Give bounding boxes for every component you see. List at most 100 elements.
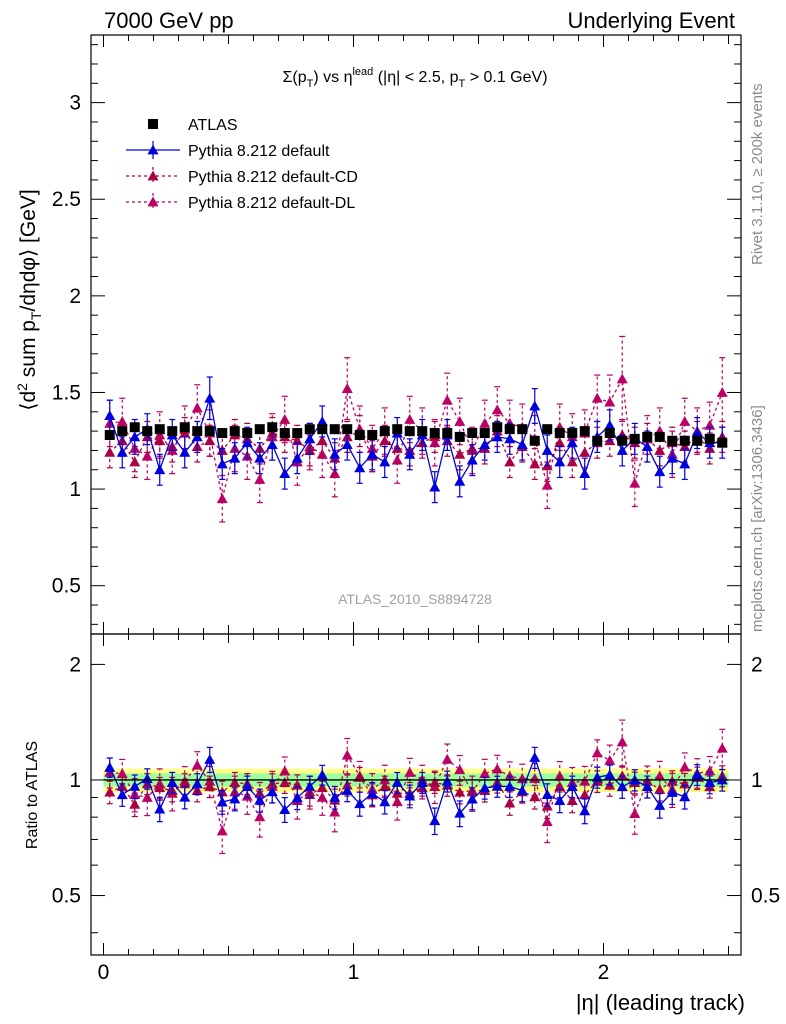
cd-point [454, 448, 466, 459]
default-ratio-point [291, 792, 303, 803]
cd-ratio-point [316, 782, 328, 793]
default-point [466, 454, 478, 465]
atlas-point [292, 428, 303, 439]
dl-ratio-point [679, 761, 691, 772]
dl-ratio-point [216, 825, 228, 836]
atlas-point [579, 426, 590, 437]
default-point [691, 427, 703, 438]
x-tick-label: 2 [598, 961, 610, 984]
cd-point [316, 435, 328, 446]
legend-atlas-marker [148, 119, 158, 129]
default-point [554, 456, 566, 467]
default-ratio-point [641, 781, 653, 792]
dl-ratio-point [441, 753, 453, 764]
atlas-point [717, 437, 728, 448]
atlas-point [117, 426, 128, 437]
default-point [404, 448, 416, 459]
atlas-point [379, 426, 390, 437]
legend: ATLAS Pythia 8.212 default Pythia 8.212 de… [126, 117, 358, 212]
cd-ratio-point [529, 791, 541, 802]
dl-point [429, 437, 441, 448]
dl-ratio-point [654, 770, 666, 781]
default-point [666, 452, 678, 463]
cd-point [204, 435, 216, 446]
cd-point [566, 456, 578, 467]
ratio-y-tick-label-right: 2 [751, 653, 763, 676]
default-ratio-point [429, 815, 441, 826]
ratio-y-tick-label-right: 1 [751, 769, 763, 792]
default-ratio-point [479, 782, 491, 793]
default-ratio-point [654, 799, 666, 810]
default-ratio-point [366, 788, 378, 798]
dl-ratio-point [629, 808, 641, 818]
cd-ratio-point [204, 781, 216, 791]
cd-point [129, 456, 141, 467]
default-ratio-point [129, 780, 141, 791]
plot-title: Σ(pT) vs ηlead (|η| < 2.5, pT > 0.1 GeV) [282, 66, 547, 90]
ratio-y-tick-label: 2 [69, 653, 81, 676]
legend-dl-marker [147, 196, 159, 207]
atlas-point [467, 428, 478, 439]
default-ratio-point [491, 780, 503, 791]
atlas-point [492, 422, 503, 433]
cd-point [654, 444, 666, 455]
default-point [216, 458, 228, 469]
default-ratio-line [109, 755, 723, 823]
dl-ratio-point [141, 792, 153, 802]
default-point [291, 452, 303, 463]
atlas-point [304, 424, 315, 435]
atlas-point [454, 431, 465, 442]
default-point [266, 439, 278, 450]
default-point [654, 466, 666, 477]
cd-ratio-point [279, 777, 291, 787]
cd-ratio-point [504, 797, 516, 808]
default-ratio-point [666, 786, 678, 797]
default-point [204, 392, 216, 403]
default-point [479, 439, 491, 450]
dl-ratio-point [204, 775, 216, 786]
dl-ratio-point [616, 736, 628, 747]
dl-point [341, 383, 353, 394]
atlas-point [229, 426, 240, 437]
dl-point [279, 414, 291, 424]
default-ratio-point [254, 794, 266, 805]
atlas-point [554, 428, 565, 439]
cd-point [504, 456, 516, 467]
default-point [279, 468, 291, 479]
atlas-point [317, 424, 328, 435]
default-point [504, 433, 516, 444]
default-ratio-point [379, 796, 391, 807]
main-y-tick-label: 1.5 [52, 381, 81, 404]
default-point [154, 464, 166, 475]
cd-ratio-point [379, 781, 391, 791]
atlas-point [204, 426, 215, 437]
default-ratio-point [704, 777, 716, 788]
default-ratio-point [279, 804, 291, 814]
default-point [604, 419, 616, 430]
main-y-tick-label: 0.5 [52, 575, 81, 598]
atlas-point [429, 428, 440, 439]
default-point [229, 452, 241, 463]
default-point [491, 431, 503, 442]
dl-ratio-point [479, 768, 491, 779]
dl-ratio-point [404, 766, 416, 777]
dl-ratio-point [591, 747, 603, 758]
dl-ratio-point [254, 811, 266, 822]
atlas-point [392, 424, 403, 435]
dl-point [191, 402, 203, 413]
default-ratio-point [541, 789, 553, 799]
atlas-point [329, 424, 340, 435]
atlas-point [154, 424, 165, 435]
dl-ratio-point [391, 796, 403, 807]
atlas-point [479, 428, 490, 439]
atlas-point [267, 422, 278, 433]
mcplots-label: mcplots.cern.ch [arXiv:1306.3436] [749, 405, 766, 632]
atlas-point [604, 428, 615, 439]
default-ratio-point [229, 793, 241, 804]
main-y-tick-label: 3 [69, 92, 81, 115]
default-point [541, 444, 553, 455]
cd-point [579, 446, 591, 457]
main-y-tick-label: 2.5 [52, 188, 81, 211]
default-point [516, 439, 528, 450]
dl-ratio-point [579, 775, 591, 786]
